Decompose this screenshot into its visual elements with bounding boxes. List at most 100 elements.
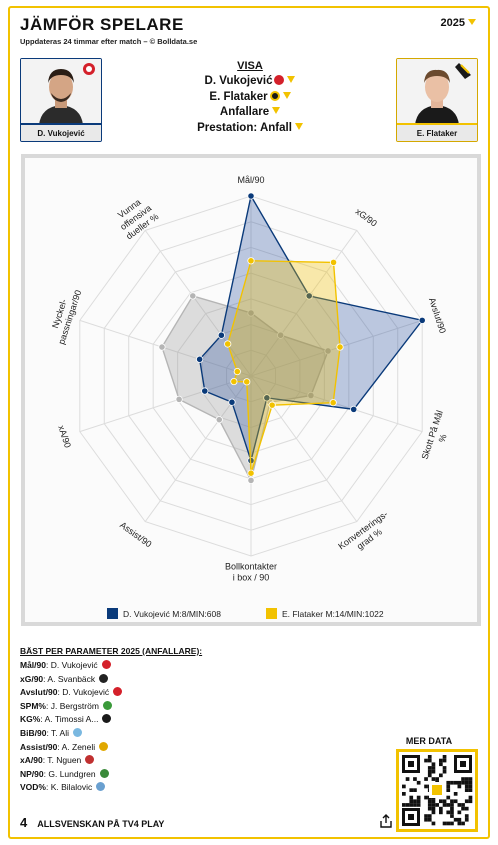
legend-item-2: E. Flataker M:14/MIN:1022 [266, 606, 384, 622]
best-param: xA/90 [20, 755, 43, 766]
best-row: SPM%: J. Bergström [20, 700, 320, 714]
team-logo-icon [99, 673, 109, 683]
best-row: KG%: A. Timossi A... [20, 713, 320, 727]
tv4-logo: 4 [20, 815, 28, 830]
best-sep: : [43, 768, 49, 779]
team-logo-icon [73, 727, 82, 737]
year-selector[interactable]: 2025 [441, 17, 476, 29]
series-point-1 [217, 331, 225, 339]
radar-chart: Mål/90 xG/90 Avslut/90 Skott På Mål% Konvert… [21, 154, 481, 626]
legend-swatch-1 [107, 608, 118, 619]
share-icon[interactable] [379, 814, 393, 828]
axis-label: Assist/90 [118, 520, 153, 550]
series-point-3 [277, 331, 285, 339]
best-player: D. Vukojević [50, 660, 98, 670]
footer-text: ALLSVENSKAN PÅ TV4 PLAY [37, 819, 165, 829]
series-point-2 [329, 258, 338, 267]
player2-dropdown[interactable]: E. Flataker [140, 90, 360, 106]
series-point-3 [215, 416, 223, 424]
best-param: BiB/90 [20, 727, 47, 738]
player1-dropdown-label: D. Vukojević [204, 75, 273, 87]
presentation-dropdown[interactable]: Prestation: Anfall [140, 121, 360, 137]
page-subtitle: Uppdateras 24 timmar efter match – © Bol… [20, 37, 198, 46]
player1-dropdown[interactable]: D. Vukojević [140, 74, 360, 90]
best-player: A. Zeneli [61, 741, 96, 752]
visa-panel: VISA D. Vukojević E. Flataker Anfallare … [140, 60, 360, 136]
best-param: VOD% [20, 782, 46, 793]
best-param: xG/90 [20, 673, 44, 684]
position-dropdown[interactable]: Anfallare [140, 105, 360, 121]
series-point-3 [247, 309, 255, 317]
best-player: K. Bilalovic [50, 782, 93, 793]
best-row: NP/90: G. Lundgren [20, 768, 320, 782]
presentation-dropdown-label: Prestation: Anfall [197, 121, 292, 134]
best-row: xA/90: T. Nguen [20, 754, 320, 768]
team-logo-icon [99, 741, 109, 751]
series-point-2 [230, 377, 238, 386]
series-point-2 [247, 257, 255, 265]
best-sep: : [46, 660, 51, 670]
best-row: Mål/90: D. Vukojević [20, 659, 320, 673]
team-logo-icon [101, 660, 111, 669]
axis-label: Vunnaoffensivadueller % [111, 193, 160, 241]
grid-spoke [144, 230, 252, 377]
team-badge-icon [274, 75, 285, 85]
year-label: 2025 [440, 17, 465, 29]
best-row: BiB/90: T. Ali [20, 727, 320, 741]
axis-label: xA/90 [56, 424, 73, 449]
compare-card: JÄMFÖR SPELARE Uppdateras 24 timmar efte… [8, 6, 490, 839]
team-logo-icon [102, 700, 112, 710]
series-point-1 [228, 398, 236, 406]
team-logo-icon [102, 714, 112, 724]
team-logo-icon [96, 782, 106, 792]
series-point-2 [329, 399, 337, 407]
series-point-1 [247, 192, 255, 200]
team-logo-icon [99, 768, 109, 778]
player2-dropdown-label: E. Flataker [209, 90, 268, 103]
chevron-down-icon [282, 91, 291, 99]
best-row: Avslut/90: D. Vukojević [20, 686, 320, 700]
series-point-2 [233, 367, 241, 376]
qr-code[interactable] [396, 749, 478, 832]
series-point-1 [196, 355, 204, 363]
best-sep: : [57, 741, 62, 752]
grid-spoke [250, 230, 358, 377]
series-point-2 [336, 343, 344, 351]
player-photo-1 [21, 59, 101, 125]
chevron-down-icon [272, 107, 281, 114]
player-card-1[interactable]: D. Vukojević [20, 58, 102, 142]
series-point-1 [201, 387, 209, 395]
mer-data-label: MER DATA [405, 736, 453, 746]
axis-label: Konverterings-grad % [336, 509, 396, 560]
series-point-2 [243, 378, 251, 386]
best-param: Avslut/90 [20, 687, 58, 698]
best-row: VOD%: K. Bilalovic [20, 781, 320, 795]
axis-label: Skott På Mål% [420, 409, 456, 464]
series-point-3 [247, 476, 255, 484]
player-name-1: D. Vukojević [21, 123, 101, 141]
legend-label-1: D. Vukojević M:8/MIN:608 [123, 609, 221, 619]
best-row: xG/90: A. Svanbäck [20, 673, 320, 687]
series-point-3 [175, 395, 183, 403]
player-name-2: E. Flataker [397, 123, 477, 141]
chart-legend: D. Vukojević M:8/MIN:608 E. Flataker M:1… [21, 606, 481, 622]
series-point-3 [307, 391, 315, 400]
best-player: A. Timossi A... [44, 714, 99, 725]
best-param: SPM% [20, 700, 46, 711]
best-player: J. Bergström [50, 700, 99, 711]
axis-label: Mål/90 [237, 175, 264, 185]
axis-label: Avslut/90 [427, 296, 448, 334]
best-row: Assist/90: A. Zeneli [20, 741, 320, 755]
footer[interactable]: 4 ALLSVENSKAN PÅ TV4 PLAY [20, 815, 320, 831]
best-player: T. Ali [51, 727, 69, 738]
team-badge-icon [269, 90, 280, 101]
legend-swatch-2 [266, 608, 277, 619]
best-header: BÄST PER PARAMETER 2025 (ANFALLARE): [20, 646, 203, 656]
series-point-1 [263, 394, 271, 402]
series-point-1 [418, 316, 426, 324]
player-card-2[interactable]: E. Flataker [396, 58, 478, 142]
axis-label: Bollkontakter i box / 90 [225, 562, 277, 583]
series-point-3 [158, 343, 166, 351]
chevron-down-icon [294, 122, 303, 130]
series-point-3 [189, 292, 197, 300]
